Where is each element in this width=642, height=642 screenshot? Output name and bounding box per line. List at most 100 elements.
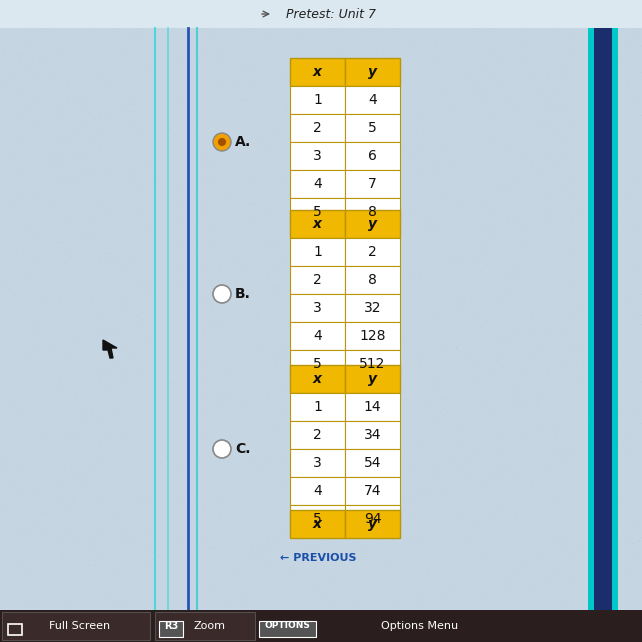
Point xyxy=(14,434,24,444)
Point xyxy=(362,603,372,614)
Point xyxy=(486,207,496,218)
Point xyxy=(196,372,207,383)
Point xyxy=(351,227,361,237)
Point xyxy=(264,28,274,39)
Point xyxy=(312,338,322,348)
Point xyxy=(329,58,340,68)
Point xyxy=(236,24,247,35)
Point xyxy=(590,508,600,519)
Point xyxy=(587,267,598,277)
Point xyxy=(89,167,99,177)
Point xyxy=(483,597,494,607)
Point xyxy=(72,335,82,345)
Point xyxy=(38,637,48,642)
Point xyxy=(611,85,621,95)
Point xyxy=(128,352,139,363)
Point xyxy=(215,413,225,424)
Point xyxy=(295,94,305,105)
Point xyxy=(632,311,642,321)
Point xyxy=(421,237,431,247)
Point xyxy=(431,269,442,279)
Point xyxy=(411,400,421,410)
Point xyxy=(387,484,397,494)
Point xyxy=(291,241,302,251)
Point xyxy=(625,268,635,279)
Point xyxy=(73,172,83,182)
Point xyxy=(163,320,173,331)
Point xyxy=(265,29,275,39)
Point xyxy=(60,349,70,360)
Point xyxy=(116,111,126,121)
Point xyxy=(107,371,117,381)
Point xyxy=(274,244,284,254)
Point xyxy=(9,370,19,380)
Point xyxy=(83,311,94,322)
Point xyxy=(456,383,466,393)
Point xyxy=(482,315,492,325)
Point xyxy=(17,457,27,467)
Point xyxy=(162,338,173,349)
Point xyxy=(552,468,562,478)
Point xyxy=(275,89,286,99)
Point xyxy=(71,196,81,206)
Point xyxy=(223,369,233,379)
Point xyxy=(588,252,598,263)
Point xyxy=(414,165,424,175)
Point xyxy=(389,81,399,91)
Point xyxy=(278,235,288,245)
Point xyxy=(36,346,46,356)
Point xyxy=(592,209,602,219)
Point xyxy=(66,602,76,612)
Point xyxy=(358,294,369,304)
Point xyxy=(423,223,433,234)
Point xyxy=(548,535,558,545)
Point xyxy=(273,517,283,527)
Point xyxy=(263,457,273,467)
Point xyxy=(301,623,311,633)
Point xyxy=(590,395,600,405)
Point xyxy=(587,534,598,544)
Point xyxy=(247,514,257,524)
Point xyxy=(522,19,532,30)
Circle shape xyxy=(213,440,231,458)
Point xyxy=(541,100,551,110)
Point xyxy=(494,180,504,191)
Point xyxy=(126,177,136,187)
Point xyxy=(206,299,216,309)
Point xyxy=(27,515,37,525)
Point xyxy=(257,342,268,352)
Point xyxy=(75,105,85,115)
Point xyxy=(629,548,639,559)
Point xyxy=(542,461,552,471)
Point xyxy=(263,227,273,238)
Point xyxy=(184,56,195,67)
Point xyxy=(35,590,45,600)
Point xyxy=(419,487,429,498)
Point xyxy=(141,402,152,412)
Point xyxy=(386,562,396,573)
Point xyxy=(294,64,304,74)
Point xyxy=(283,247,293,257)
Point xyxy=(286,517,297,527)
Point xyxy=(535,110,545,121)
Point xyxy=(372,53,383,64)
Point xyxy=(94,417,105,428)
Point xyxy=(317,324,327,334)
Point xyxy=(137,352,147,363)
Point xyxy=(575,3,585,13)
Point xyxy=(59,315,69,325)
Point xyxy=(464,27,474,37)
Point xyxy=(324,169,334,180)
Point xyxy=(128,94,138,104)
Point xyxy=(229,455,239,465)
Point xyxy=(247,8,257,18)
Point xyxy=(523,81,534,91)
Point xyxy=(347,359,357,369)
Point xyxy=(381,365,392,376)
Point xyxy=(327,177,338,187)
Point xyxy=(119,266,129,277)
Point xyxy=(386,568,397,578)
Point xyxy=(302,54,313,64)
Point xyxy=(82,50,92,60)
Point xyxy=(598,31,609,42)
